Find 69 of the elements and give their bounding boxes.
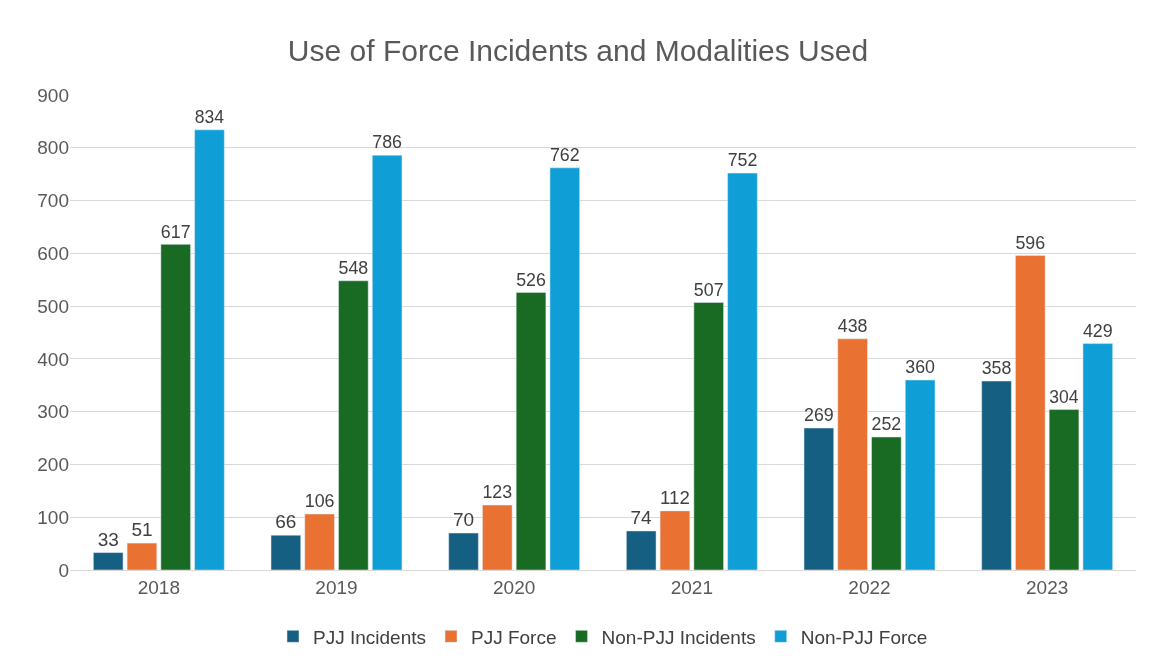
bar <box>126 542 158 570</box>
x-tick-label: 2020 <box>493 576 536 598</box>
y-tick-label: 300 <box>37 401 69 423</box>
bar <box>515 292 547 570</box>
chart-title: Use of Force Incidents and Modalities Used <box>287 34 869 68</box>
data-label: 786 <box>372 132 403 153</box>
bar <box>727 172 758 570</box>
data-label: 252 <box>871 414 902 435</box>
bar <box>803 427 834 570</box>
y-tick-label: 0 <box>58 559 69 581</box>
bar <box>1015 255 1046 570</box>
data-label: 269 <box>804 405 834 426</box>
x-tick-label: 2019 <box>315 576 358 598</box>
data-label: 438 <box>837 316 868 337</box>
data-label: 123 <box>482 482 513 503</box>
bar <box>338 280 369 570</box>
data-label: 70 <box>452 509 475 531</box>
bar <box>549 167 580 570</box>
y-tick-label: 200 <box>37 454 69 476</box>
data-label: 429 <box>1082 320 1113 341</box>
data-label: 596 <box>1015 232 1046 253</box>
y-tick-label: 400 <box>37 348 69 370</box>
data-label: 106 <box>304 491 335 512</box>
data-label: 66 <box>275 511 297 533</box>
y-tick-label: 700 <box>37 190 69 212</box>
bar <box>304 513 335 570</box>
bar <box>626 530 657 570</box>
bar <box>372 154 403 570</box>
data-label: 304 <box>1049 386 1079 407</box>
data-label: 358 <box>981 358 1012 379</box>
y-tick-label: 100 <box>37 506 69 528</box>
bar <box>659 510 691 570</box>
y-tick-label: 900 <box>37 84 69 106</box>
y-tick-label: 600 <box>37 242 69 264</box>
data-label: 834 <box>194 107 225 128</box>
data-label: 112 <box>660 486 690 508</box>
bar <box>837 338 868 570</box>
bar <box>448 532 479 570</box>
y-tick-label: 800 <box>37 137 69 159</box>
bar <box>905 379 936 570</box>
x-tick-label: 2018 <box>137 576 180 598</box>
bar <box>482 504 513 570</box>
data-label: 360 <box>905 357 936 378</box>
data-label: 51 <box>131 519 153 541</box>
bar <box>1048 409 1080 570</box>
bar <box>93 552 124 570</box>
bar <box>871 436 902 570</box>
data-label: 548 <box>338 258 369 279</box>
data-label: 507 <box>693 279 724 300</box>
bar <box>160 244 191 570</box>
x-tick-label: 2022 <box>848 576 891 598</box>
legend-label: PJJ Force <box>471 626 557 648</box>
data-label: 526 <box>516 269 546 290</box>
x-tick-label: 2023 <box>1026 576 1069 598</box>
bar <box>981 380 1012 570</box>
legend-label: Non-PJJ Incidents <box>601 626 756 648</box>
legend-label: Non-PJJ Force <box>800 626 928 648</box>
data-label: 617 <box>160 221 191 242</box>
bar <box>194 129 225 570</box>
y-tick-label: 500 <box>37 295 69 317</box>
data-label: 752 <box>727 150 758 171</box>
bar <box>270 534 301 570</box>
bar <box>693 302 724 570</box>
data-label: 74 <box>630 506 652 528</box>
legend-label: PJJ Incidents <box>313 626 426 648</box>
bar <box>1082 343 1113 570</box>
data-label: 762 <box>549 145 580 166</box>
x-tick-label: 2021 <box>670 576 713 598</box>
data-label: 33 <box>97 528 119 550</box>
